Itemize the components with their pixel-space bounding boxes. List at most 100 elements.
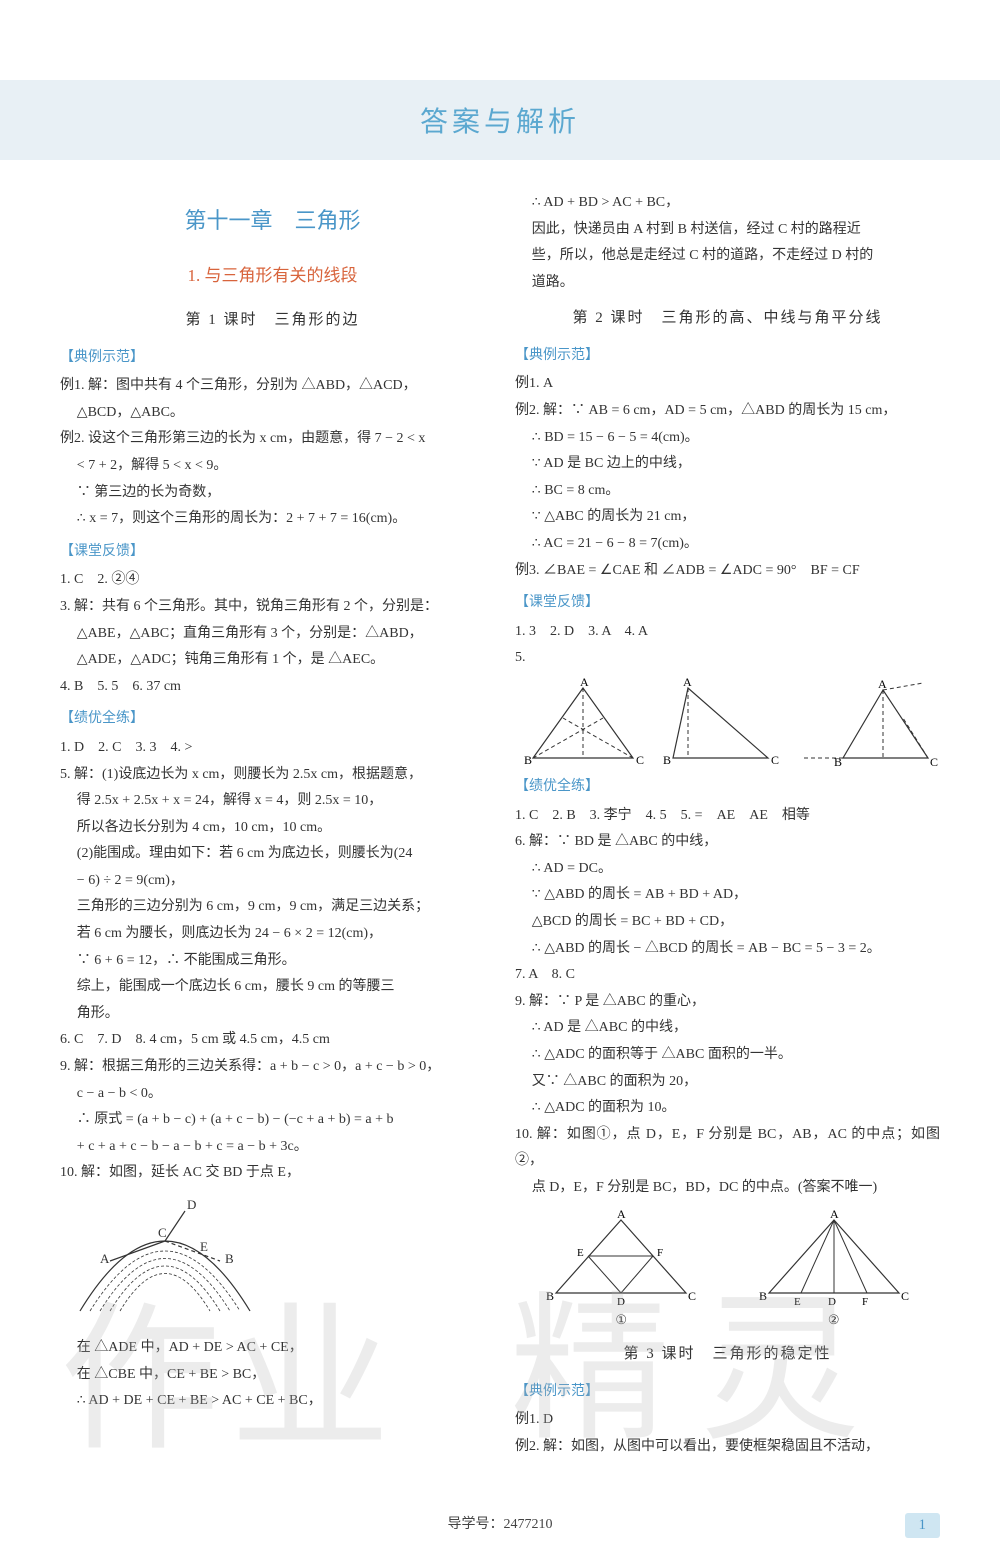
text: ∵ AD 是 BC 边上的中线， xyxy=(515,451,940,478)
svg-text:F: F xyxy=(862,1296,868,1308)
svg-text:B: B xyxy=(759,1289,767,1303)
text: ∵ △ABC 的周长为 21 cm， xyxy=(515,504,940,531)
figure-row-triangles: A B C A B C A B C xyxy=(515,678,940,768)
svg-text:A: A xyxy=(683,678,692,689)
text: ∴ △ADC 的面积等于 △ABC 面积的一半。 xyxy=(515,1042,940,1069)
svg-text:D: D xyxy=(617,1296,625,1308)
svg-text:A: A xyxy=(580,678,589,689)
svg-text:B: B xyxy=(546,1289,554,1303)
svg-text:C: C xyxy=(930,755,938,768)
svg-text:A: A xyxy=(100,1251,110,1266)
subsection-dianli: 【典例示范】 xyxy=(60,345,485,372)
svg-text:D: D xyxy=(828,1296,836,1308)
text: 角形。 xyxy=(60,1001,485,1028)
text: ∴ AD = DC。 xyxy=(515,856,940,883)
svg-text:B: B xyxy=(834,755,842,768)
text: 1. D 2. C 3. 3 4. > xyxy=(60,735,485,762)
svg-text:F: F xyxy=(657,1247,663,1259)
svg-text:C: C xyxy=(636,753,644,767)
text: ∵ 第三边的长为奇数， xyxy=(60,480,485,507)
page-number: 1 xyxy=(905,1513,941,1538)
text: ∴ AD + DE + CE + BE > AC + CE + BC， xyxy=(60,1388,485,1415)
text: 所以各边长分别为 4 cm，10 cm，10 cm。 xyxy=(60,815,485,842)
text: △ABE，△ABC；直角三角形有 3 个，分别是：△ABD， xyxy=(60,621,485,648)
text: 例3. ∠BAE = ∠CAE 和 ∠ADB = ∠ADC = 90° BF =… xyxy=(515,558,940,585)
svg-text:B: B xyxy=(663,753,671,767)
text: 例1. 解：图中共有 4 个三角形，分别为 △ABD，△ACD， xyxy=(60,373,485,400)
text: 10. 解：如图，延长 AC 交 BD 于点 E， xyxy=(60,1160,485,1187)
page-header: 答案与解析 xyxy=(0,80,1000,160)
text: 又∵ △ABC 的面积为 20， xyxy=(515,1069,940,1096)
subsection-ketang: 【课堂反馈】 xyxy=(60,539,485,566)
text: ∴ △ABD 的周长 − △BCD 的周长 = AB − BC = 5 − 3 … xyxy=(515,936,940,963)
text: 若 6 cm 为腰长，则底边长为 24 − 6 × 2 = 12(cm)， xyxy=(60,921,485,948)
text: − 6) ÷ 2 = 9(cm)， xyxy=(60,868,485,895)
text: 例1. D xyxy=(515,1407,940,1434)
left-column: 第十一章 三角形 1. 与三角形有关的线段 第 1 课时 三角形的边 【典例示范… xyxy=(60,190,485,1460)
text: 1. C 2. ②④ xyxy=(60,567,485,594)
chapter-title: 第十一章 三角形 xyxy=(60,200,485,242)
triangle-midpoints-2: A B C E D F xyxy=(754,1208,914,1308)
lesson-3-title: 第 3 课时 三角形的稳定性 xyxy=(515,1340,940,1369)
subsection-dianli: 【典例示范】 xyxy=(515,1379,940,1406)
svg-text:B: B xyxy=(225,1251,234,1266)
text: 例2. 设这个三角形第三边的长为 x cm，由题意，得 7 − 2 < x xyxy=(60,426,485,453)
svg-text:E: E xyxy=(200,1239,208,1254)
subsection-dianli: 【典例示范】 xyxy=(515,343,940,370)
text: 得 2.5x + 2.5x + x = 24，解得 x = 4，则 2.5x =… xyxy=(60,788,485,815)
text: ∵ 6 + 6 = 12，∴ 不能围成三角形。 xyxy=(60,948,485,975)
text: 3. 解：共有 6 个三角形。其中，锐角三角形有 2 个，分别是： xyxy=(60,594,485,621)
text: + c + a + c − b − a − b + c = a − b + 3c… xyxy=(60,1134,485,1161)
text: 点 D，E，F 分别是 BC，BD，DC 的中点。(答案不唯一) xyxy=(515,1175,940,1202)
text: 例1. A xyxy=(515,371,940,398)
svg-text:A: A xyxy=(830,1208,839,1221)
text: 7. A 8. C xyxy=(515,962,940,989)
text: 例2. 解：如图，从图中可以看出，要使框架稳固且不活动， xyxy=(515,1434,940,1461)
lesson-1-title: 第 1 课时 三角形的边 xyxy=(60,306,485,335)
text: ∴ AD + BD > AC + BC， xyxy=(515,190,940,217)
text: 些，所以，他总是走经过 C 村的道路，不走经过 D 村的 xyxy=(515,243,940,270)
text: 1. C 2. B 3. 李宁 4. 5 5. = AE AE 相等 xyxy=(515,803,940,830)
svg-text:C: C xyxy=(771,753,779,767)
text: 5. 解：(1)设底边长为 x cm，则腰长为 2.5x cm，根据题意， xyxy=(60,762,485,789)
subsection-jiyou: 【绩优全练】 xyxy=(515,774,940,801)
text: 综上，能围成一个底边长 6 cm，腰长 9 cm 的等腰三 xyxy=(60,974,485,1001)
svg-text:C: C xyxy=(158,1225,167,1240)
right-column: ∴ AD + BD > AC + BC， 因此，快递员由 A 村到 B 村送信，… xyxy=(515,190,940,1460)
triangle-altitudes-3: A B C xyxy=(788,678,938,768)
svg-text:E: E xyxy=(577,1247,584,1259)
text: 例2. 解：∵ AB = 6 cm，AD = 5 cm，△ABD 的周长为 15… xyxy=(515,398,940,425)
content: 第十一章 三角形 1. 与三角形有关的线段 第 1 课时 三角形的边 【典例示范… xyxy=(0,190,1000,1460)
svg-text:C: C xyxy=(688,1289,696,1303)
page-header-title: 答案与解析 xyxy=(0,100,1000,140)
svg-text:C: C xyxy=(901,1289,909,1303)
footer-code: 导学号：2477210 xyxy=(0,1513,1000,1533)
text: △BCD 的周长 = BC + BD + CD， xyxy=(515,909,940,936)
subsection-ketang: 【课堂反馈】 xyxy=(515,590,940,617)
triangle-altitudes-2: A B C xyxy=(653,678,783,768)
triangle-altitudes-1: A B C xyxy=(518,678,648,768)
text: 10. 解：如图①，点 D，E，F 分别是 BC，AB，AC 的中点；如图②， xyxy=(515,1122,940,1175)
subsection-jiyou: 【绩优全练】 xyxy=(60,706,485,733)
text: △ADE，△ADC；钝角三角形有 1 个，是 △AEC。 xyxy=(60,647,485,674)
text: ∴ BD = 15 − 6 − 5 = 4(cm)。 xyxy=(515,425,940,452)
text: 在 △ADE 中，AD + DE > AC + CE， xyxy=(60,1335,485,1362)
text: 9. 解：∵ P 是 △ABC 的重心， xyxy=(515,989,940,1016)
caption: ② xyxy=(754,1308,914,1333)
svg-text:B: B xyxy=(524,753,532,767)
text: △BCD，△ABC。 xyxy=(60,400,485,427)
text: 在 △CBE 中，CE + BE > BC， xyxy=(60,1362,485,1389)
text: ∴ △ADC 的面积为 10。 xyxy=(515,1095,940,1122)
text: ∴ BC = 8 cm。 xyxy=(515,478,940,505)
text: 道路。 xyxy=(515,270,940,297)
section-title: 1. 与三角形有关的线段 xyxy=(60,260,485,292)
text: ∴ x = 7，则这个三角形的周长为：2 + 7 + 7 = 16(cm)。 xyxy=(60,506,485,533)
triangle-midpoints-1: A B C E F D xyxy=(541,1208,701,1308)
text: 5. xyxy=(515,645,940,672)
text: < 7 + 2，解得 5 < x < 9。 xyxy=(60,453,485,480)
caption: ① xyxy=(541,1308,701,1333)
svg-text:A: A xyxy=(878,678,887,691)
text: (2)能围成。理由如下：若 6 cm 为底边长，则腰长为(24 xyxy=(60,841,485,868)
text: 6. C 7. D 8. 4 cm，5 cm 或 4.5 cm，4.5 cm xyxy=(60,1027,485,1054)
text: 1. 3 2. D 3. A 4. A xyxy=(515,619,940,646)
